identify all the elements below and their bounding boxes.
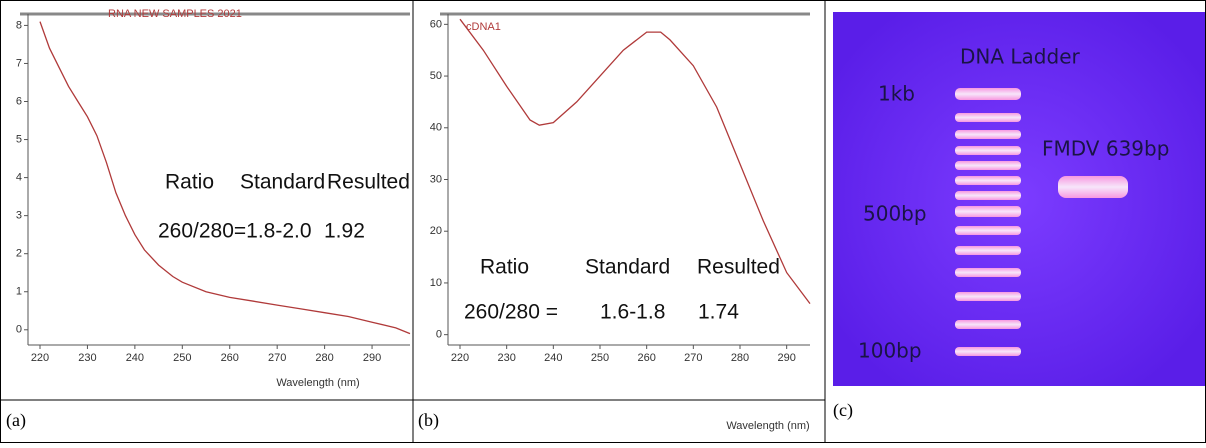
x-tick-label: 280 — [315, 352, 333, 364]
y-tick-label: 60 — [430, 18, 442, 30]
y-tick-label: 50 — [430, 70, 442, 82]
x-tick-label: 230 — [497, 352, 515, 364]
annotation: 1.74 — [698, 301, 739, 324]
gel-label: 1kb — [878, 82, 915, 106]
x-tick-label: 280 — [731, 352, 749, 364]
y-tick-label: 20 — [430, 225, 442, 237]
chart-title: RNA NEW SAMPLES 2021 — [108, 8, 242, 20]
x-tick-label: 220 — [451, 352, 469, 364]
y-tick-label: 40 — [430, 122, 442, 134]
x-axis-label: Wavelength (nm) — [276, 377, 359, 389]
gel-label: DNA Ladder — [960, 45, 1080, 69]
x-tick-label: 250 — [591, 352, 609, 364]
spectrum-line — [459, 18, 811, 304]
annotation: 1.92 — [324, 220, 365, 243]
x-tick-label: 260 — [637, 352, 655, 364]
x-tick-label: 270 — [268, 352, 286, 364]
x-tick-label: 290 — [777, 352, 795, 364]
x-tick-label: 270 — [684, 352, 702, 364]
x-tick-label: 220 — [31, 352, 49, 364]
x-tick-label: 250 — [173, 352, 191, 364]
annotation: 260/280 = — [464, 301, 558, 324]
x-tick-label: 260 — [221, 352, 239, 364]
annotation: Resulted — [327, 171, 410, 194]
x-tick-label: 230 — [78, 352, 96, 364]
annotation: Standard — [240, 171, 325, 194]
y-tick-label: 6 — [16, 95, 22, 107]
gel-label: 100bp — [858, 339, 922, 363]
annotation: Ratio — [480, 256, 529, 279]
y-tick-label: 4 — [16, 172, 22, 184]
y-tick-label: 2 — [16, 248, 22, 260]
annotation: Standard — [585, 256, 670, 279]
chart-title: cDNA1 — [466, 21, 501, 33]
x-tick-label: 240 — [544, 352, 562, 364]
y-tick-label: 10 — [430, 277, 442, 289]
y-tick-label: 8 — [16, 19, 22, 31]
gel-image — [833, 12, 1205, 386]
annotation: 1.6-1.8 — [600, 301, 665, 324]
annotation: Ratio — [165, 171, 214, 194]
y-tick-label: 0 — [16, 324, 22, 336]
x-axis-label: Wavelength (nm) — [726, 420, 809, 432]
y-tick-label: 5 — [16, 133, 22, 145]
annotation: 260/280=1.8-2.0 — [158, 220, 312, 243]
y-tick-label: 7 — [16, 57, 22, 69]
x-tick-label: 240 — [126, 352, 144, 364]
y-tick-label: 1 — [16, 286, 22, 298]
y-tick-label: 30 — [430, 173, 442, 185]
gel-label: 500bp — [863, 202, 927, 226]
gel-label: FMDV 639bp — [1042, 137, 1169, 161]
panel-label: (c) — [833, 400, 853, 421]
spectrum-line — [39, 21, 411, 335]
x-tick-label: 290 — [363, 352, 381, 364]
y-tick-label: 0 — [436, 329, 442, 341]
panel-label: (b) — [418, 410, 439, 431]
annotation: Resulted — [697, 256, 780, 279]
y-tick-label: 3 — [16, 210, 22, 222]
panel-label: (a) — [6, 410, 26, 431]
